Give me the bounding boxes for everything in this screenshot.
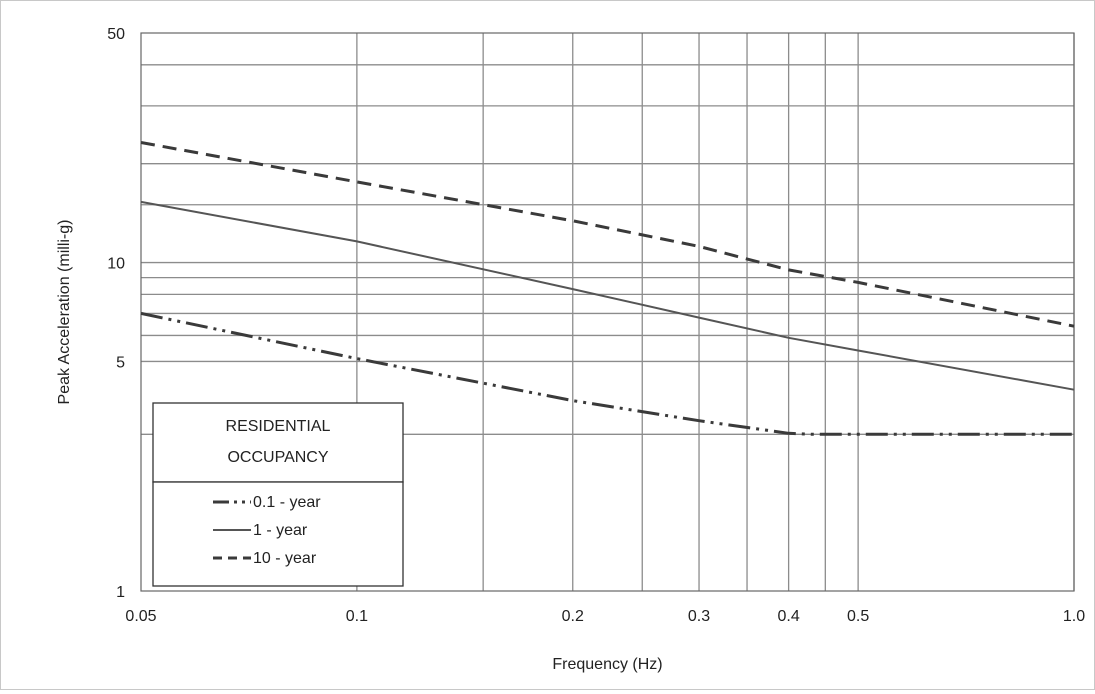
- legend-entry-label: 0.1 - year: [253, 494, 321, 511]
- plot-area-border: [140, 32, 1075, 592]
- x-tick-label: 1.0: [1063, 608, 1085, 625]
- legend-items: 0.1 - year 1 - year 10 - year: [213, 494, 321, 567]
- legend-title-line-1: RESIDENTIAL: [226, 418, 331, 435]
- x-tick-label: 0.5: [847, 608, 869, 625]
- series-line: [140, 141, 1075, 328]
- x-tick-label: 0.1: [346, 608, 368, 625]
- legend-items-box: [152, 481, 404, 587]
- y-tick-label: 50: [107, 26, 125, 43]
- legend-title-box: [152, 402, 404, 483]
- y-tick-label: 1: [116, 584, 125, 601]
- x-tick-label: 0.4: [778, 608, 800, 625]
- y-axis-label: Peak Acceleration (milli-g): [56, 220, 73, 405]
- x-tick-label: 0.05: [125, 608, 156, 625]
- legend-title-line-2: OCCUPANCY: [227, 449, 328, 466]
- x-axis-label: Frequency (Hz): [552, 656, 662, 673]
- y-tick-label: 5: [116, 354, 125, 371]
- legend-entry-label: 1 - year: [253, 522, 308, 539]
- x-tick-label: 0.2: [562, 608, 584, 625]
- series-line: [140, 200, 1075, 391]
- y-tick-label: 10: [107, 256, 125, 273]
- legend: RESIDENTIAL OCCUPANCY 0.1 - year 1 - year…: [152, 402, 404, 587]
- y-tick-labels: 1 5 10 50: [107, 26, 125, 601]
- series-layer: [140, 141, 1075, 436]
- legend-entry-label: 10 - year: [253, 550, 317, 567]
- x-tick-labels: 0.05 0.1 0.2 0.3 0.4 0.5 1.0: [125, 608, 1085, 625]
- series-line: [140, 311, 1074, 436]
- x-tick-label: 0.3: [688, 608, 710, 625]
